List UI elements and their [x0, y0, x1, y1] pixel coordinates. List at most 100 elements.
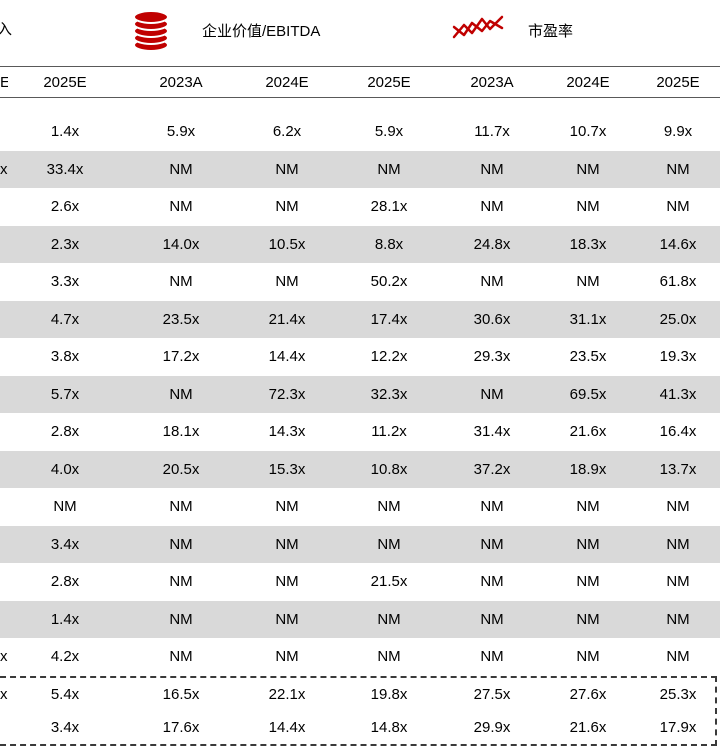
- legend-label-pe: 市盈率: [528, 22, 574, 40]
- table-cell: 21.6x: [569, 423, 607, 441]
- table-cell: NM: [169, 535, 193, 553]
- table-cell: NM: [377, 535, 401, 553]
- table-row: x 4.2x NM NM NM NM NM NM: [0, 638, 720, 676]
- table-cell: NM: [576, 198, 600, 216]
- summary-body: x 5.4x 16.5x 22.1x 19.8x 27.5x 27.6x 25.3x 3.4x 1…: [0, 678, 715, 744]
- table-cell: NM: [480, 273, 504, 291]
- table-cell: NM: [666, 610, 690, 628]
- table-cell: 1.4x: [50, 610, 80, 628]
- table-cell: NM: [666, 573, 690, 591]
- table-cell: NM: [169, 273, 193, 291]
- table-cell: 10.8x: [370, 460, 408, 478]
- table-cell: 12.2x: [370, 348, 408, 366]
- clipped-cell: x: [0, 160, 8, 178]
- table-cell: NM: [666, 535, 690, 553]
- table-cell: 50.2x: [370, 273, 408, 291]
- table-cell: 6.2x: [272, 123, 302, 141]
- table-cell: NM: [169, 385, 193, 403]
- column-header: 2023A: [470, 73, 514, 91]
- table-cell: 29.9x: [473, 718, 511, 736]
- table-cell: 14.6x: [659, 235, 697, 253]
- table-cell: 4.0x: [50, 460, 80, 478]
- table-row: 2.8x 18.1x 14.3x 11.2x 31.4x 21.6x 16.4x: [0, 413, 720, 451]
- table-cell: 31.1x: [569, 310, 607, 328]
- table-cell: 5.4x: [50, 685, 80, 703]
- table-cell: 18.9x: [569, 460, 607, 478]
- table-row: 3.3x NM NM 50.2x NM NM 61.8x: [0, 263, 720, 301]
- table-row: 3.4x NM NM NM NM NM NM: [0, 525, 720, 563]
- table-cell: NM: [275, 648, 299, 666]
- table-cell: NM: [576, 498, 600, 516]
- table-cell: 21.4x: [268, 310, 306, 328]
- legend-bar: 入 企业价值/EBITDA: [0, 0, 720, 66]
- table-cell: 17.2x: [162, 348, 200, 366]
- column-header: 2025E: [43, 73, 87, 91]
- table-cell: 19.8x: [370, 685, 408, 703]
- table-cell: NM: [480, 610, 504, 628]
- table-cell: NM: [275, 573, 299, 591]
- table-row: 2.8x NM NM 21.5x NM NM NM: [0, 563, 720, 601]
- table-body: 1.4x 5.9x 6.2x 5.9x 11.7x 10.7x 9.9x x 33.4x NM NM…: [0, 98, 720, 676]
- table-cell: NM: [480, 160, 504, 178]
- table-cell: 25.3x: [659, 685, 697, 703]
- table-cell: NM: [377, 498, 401, 516]
- table-row: 2.6x NM NM 28.1x NM NM NM: [0, 188, 720, 226]
- table-cell: 3.3x: [50, 273, 80, 291]
- table-cell: 14.8x: [370, 718, 408, 736]
- table-cell: 5.7x: [50, 385, 80, 403]
- table-cell: 11.2x: [371, 423, 407, 441]
- table-row: NM NM NM NM NM NM NM: [0, 488, 720, 526]
- table-cell: NM: [480, 198, 504, 216]
- table-cell: 18.3x: [569, 235, 607, 253]
- table-cell: 13.7x: [659, 460, 697, 478]
- table-row: 3.8x 17.2x 14.4x 12.2x 29.3x 23.5x 19.3x: [0, 338, 720, 376]
- column-header: 2025E: [656, 73, 700, 91]
- table-cell: NM: [169, 610, 193, 628]
- table-cell: 9.9x: [663, 123, 693, 141]
- table-cell: 14.0x: [162, 235, 200, 253]
- table-cell: 4.2x: [50, 648, 80, 666]
- column-header: 2024E: [265, 73, 309, 91]
- clipped-column-header: E: [0, 73, 8, 91]
- table-cell: NM: [480, 385, 504, 403]
- column-header: 2025E: [367, 73, 411, 91]
- table-cell: 33.4x: [46, 160, 84, 178]
- table-cell: NM: [275, 160, 299, 178]
- table-cell: NM: [275, 535, 299, 553]
- table-cell: NM: [576, 573, 600, 591]
- table-cell: 37.2x: [473, 460, 511, 478]
- clipped-cell: x: [0, 648, 8, 666]
- table-cell: 14.4x: [268, 348, 306, 366]
- table-cell: NM: [576, 273, 600, 291]
- table-cell: NM: [169, 498, 193, 516]
- table-cell: 28.1x: [370, 198, 408, 216]
- table-cell: 2.8x: [50, 573, 80, 591]
- table-cell: NM: [576, 535, 600, 553]
- table-cell: 17.4x: [370, 310, 408, 328]
- table-cell: NM: [53, 498, 77, 516]
- table-cell: NM: [576, 160, 600, 178]
- table-row: 5.7x NM 72.3x 32.3x NM 69.5x 41.3x: [0, 375, 720, 413]
- summary-row: x 5.4x 16.5x 22.1x 19.8x 27.5x 27.6x 25.3x: [0, 678, 715, 711]
- legend-label-ev-ebitda: 企业价值/EBITDA: [202, 22, 321, 40]
- table-cell: NM: [275, 610, 299, 628]
- table-cell: 5.9x: [374, 123, 404, 141]
- table-cell: 23.5x: [569, 348, 607, 366]
- table-cell: NM: [275, 198, 299, 216]
- table-cell: NM: [666, 198, 690, 216]
- table-cell: NM: [576, 610, 600, 628]
- table-cell: NM: [377, 648, 401, 666]
- table-cell: 2.3x: [50, 235, 80, 253]
- table-row: 1.4x 5.9x 6.2x 5.9x 11.7x 10.7x 9.9x: [0, 113, 720, 151]
- table-cell: 21.5x: [370, 573, 408, 591]
- table-cell: NM: [480, 535, 504, 553]
- table-cell: 3.8x: [50, 348, 80, 366]
- table-cell: NM: [666, 498, 690, 516]
- table-row: x 33.4x NM NM NM NM NM NM: [0, 150, 720, 188]
- table-cell: NM: [169, 573, 193, 591]
- table-cell: 30.6x: [473, 310, 511, 328]
- table-row: 4.0x 20.5x 15.3x 10.8x 37.2x 18.9x 13.7x: [0, 450, 720, 488]
- table-cell: 16.5x: [162, 685, 200, 703]
- table-cell: 3.4x: [50, 718, 80, 736]
